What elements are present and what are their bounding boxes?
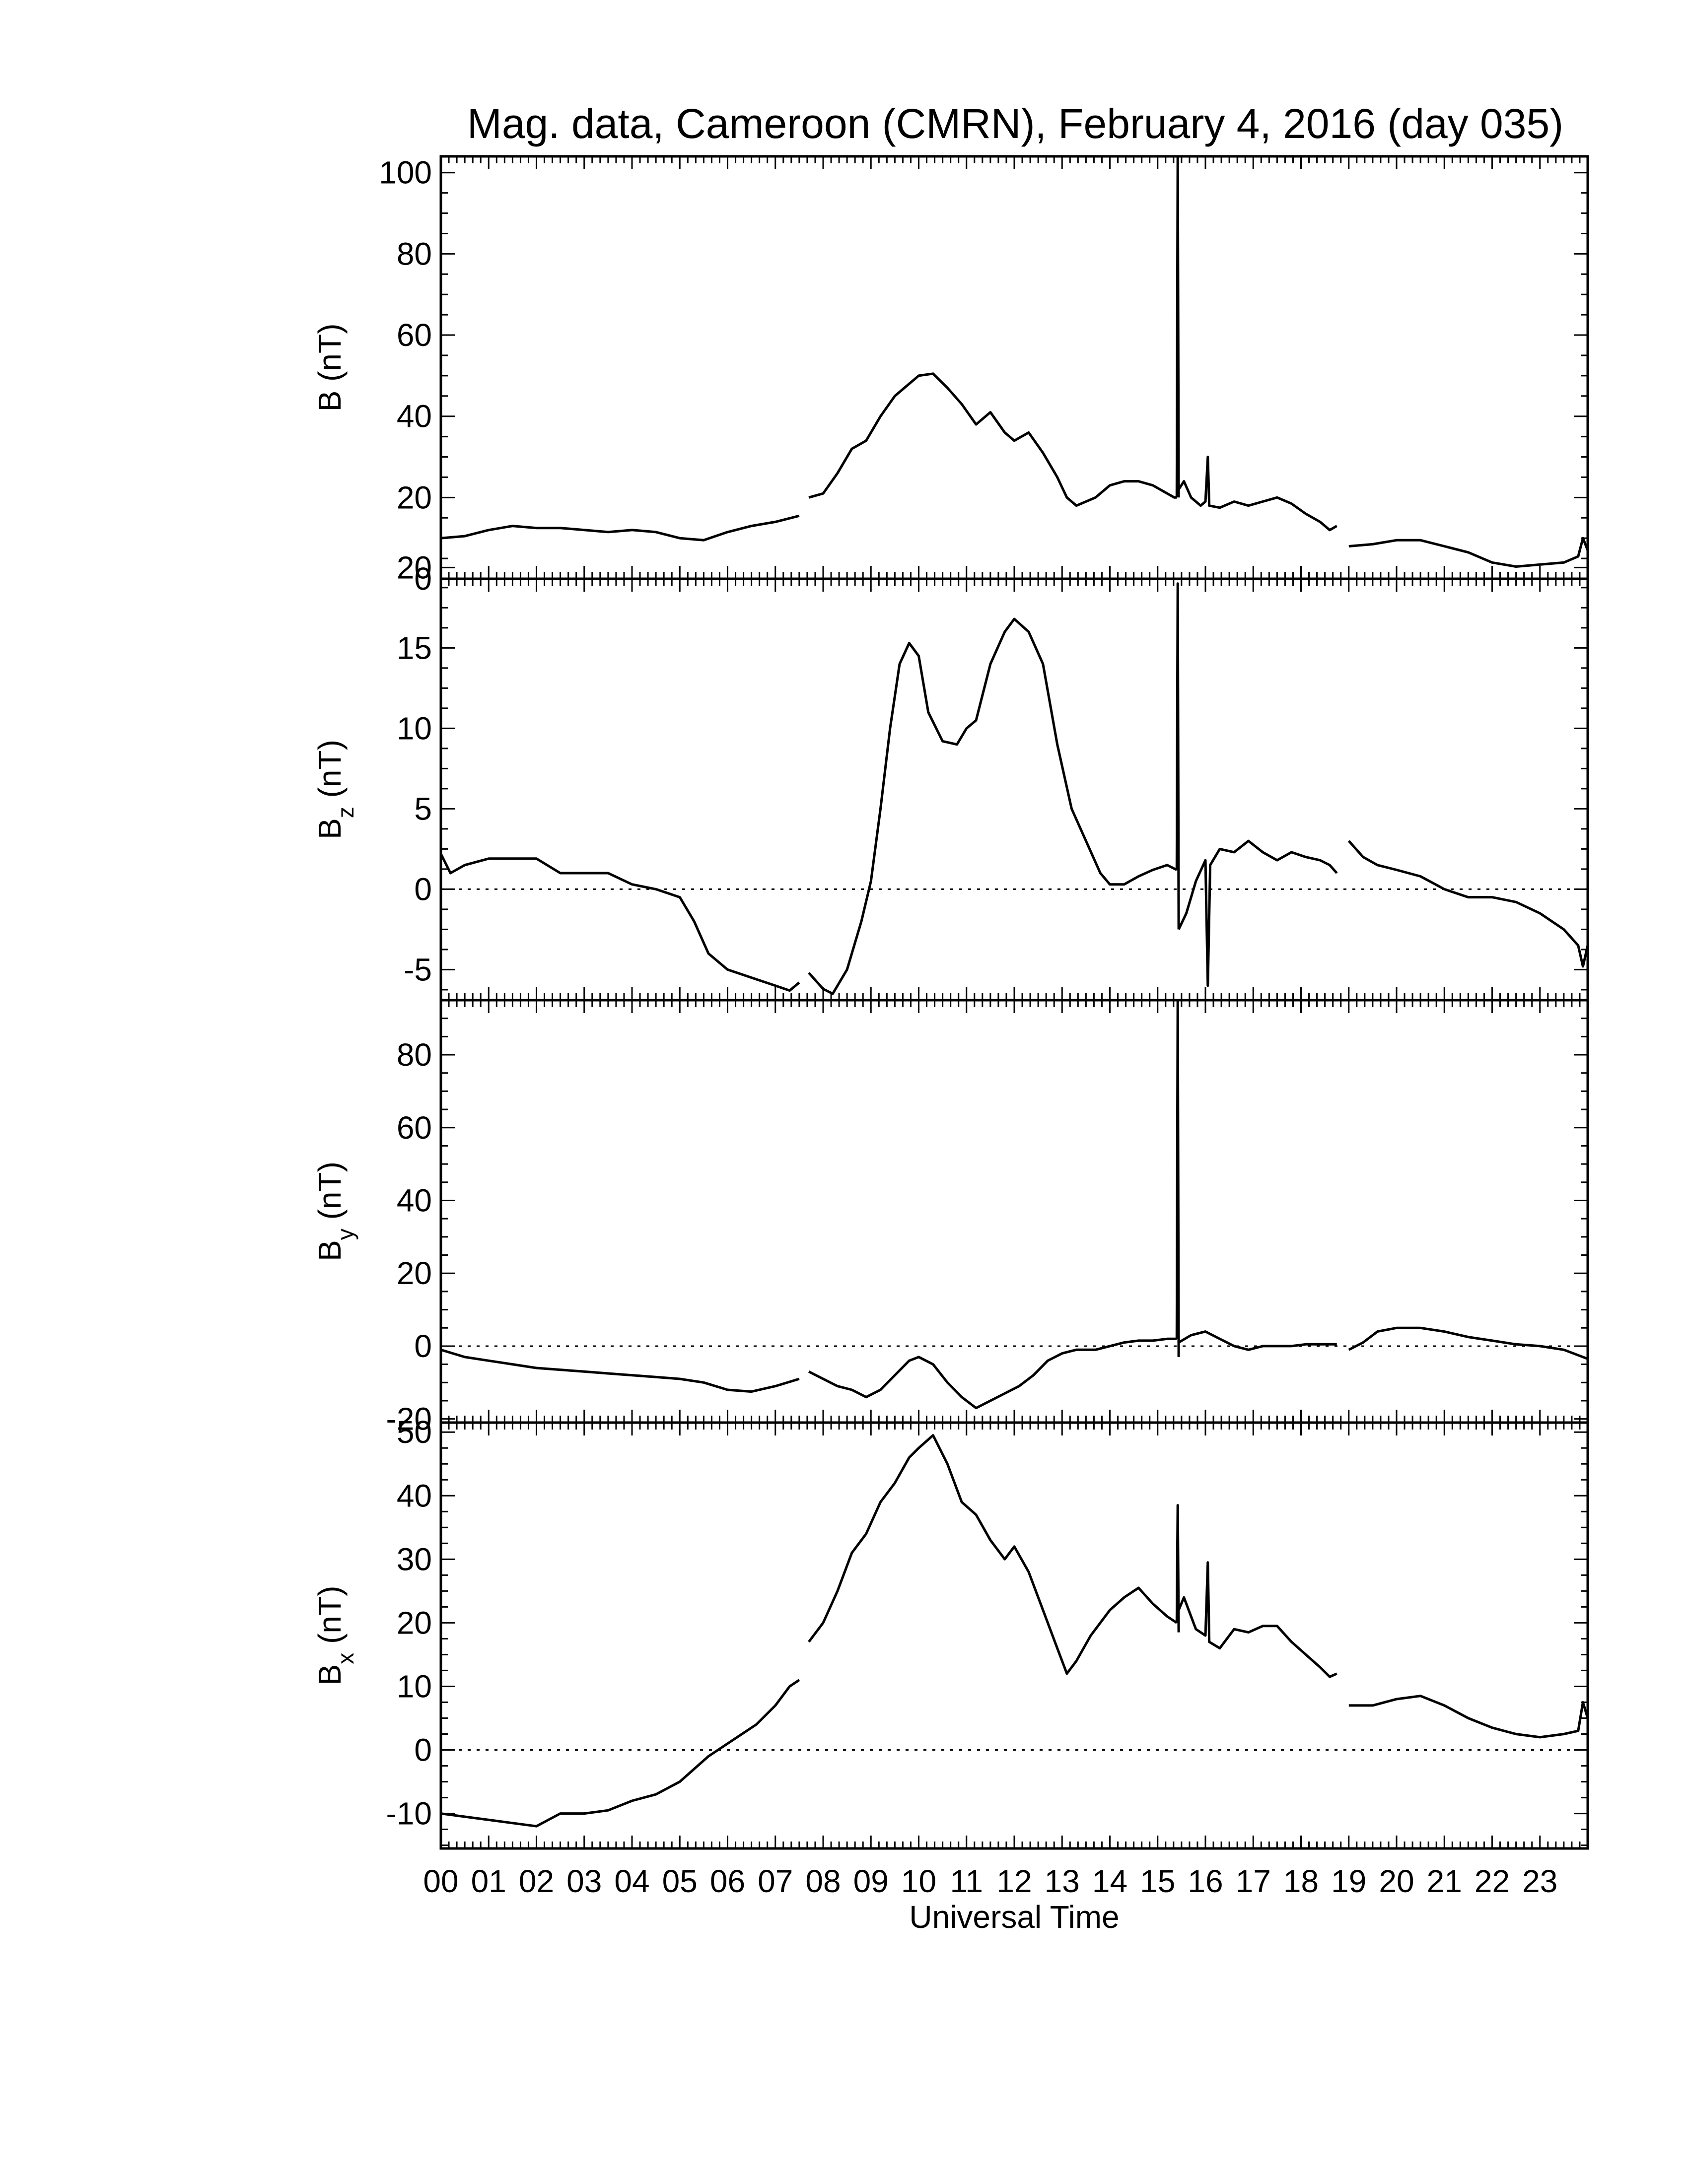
x-tick-label: 04: [614, 1863, 649, 1899]
x-tick-label: 03: [566, 1863, 602, 1899]
data-trace: [439, 853, 800, 992]
y-tick-label: 50: [397, 1414, 432, 1450]
y-axis-label: B (nT): [312, 324, 348, 412]
y-tick-label: -10: [386, 1796, 432, 1832]
y-tick-label: 10: [397, 710, 432, 746]
data-trace: [808, 617, 1178, 995]
data-trace: [1348, 1695, 1589, 1739]
x-tick-label: 12: [996, 1863, 1032, 1899]
data-trace: [1348, 1326, 1588, 1360]
y-tick-label: 15: [397, 630, 432, 666]
x-tick-label: 23: [1522, 1863, 1557, 1899]
panel-frame: [439, 577, 1589, 1002]
y-tick-label: 40: [397, 1182, 432, 1218]
y-tick-label: 40: [397, 399, 432, 434]
y-tick-label: 80: [397, 236, 432, 272]
y-tick-label: 0: [414, 1328, 432, 1364]
data-trace: [1175, 1504, 1180, 1633]
y-tick-label: 20: [397, 1605, 432, 1640]
panel-By: -20 0 20 40 60 80 By (nT): [312, 999, 1589, 1437]
panel-Bz: -5 0 5 10 15 20 Bz (nT): [312, 549, 1589, 1002]
y-tick-label: 60: [397, 1110, 432, 1146]
data-trace: [1175, 582, 1180, 930]
data-trace: [808, 1337, 1177, 1410]
data-trace: [1178, 1330, 1337, 1351]
y-tick-label: 30: [397, 1541, 432, 1577]
data-trace: [1177, 1561, 1337, 1678]
x-tick-label: 10: [901, 1863, 936, 1899]
x-tick-label: 14: [1092, 1863, 1127, 1899]
y-axis-label: By (nT): [312, 1161, 358, 1261]
y-tick-label: 100: [379, 155, 432, 191]
data-trace: [1178, 456, 1337, 532]
x-tick-label: 13: [1045, 1863, 1080, 1899]
panel-frame: [439, 1421, 1589, 1850]
data-trace: [440, 1348, 800, 1393]
x-tick-label: 15: [1140, 1863, 1175, 1899]
data-trace: [1177, 839, 1338, 987]
y-tick-label: -20: [386, 1401, 432, 1437]
data-trace: [1348, 537, 1589, 568]
chart-title: Mag. data, Cameroon (CMRN), February 4, …: [467, 100, 1563, 147]
x-tick-label: 08: [805, 1863, 841, 1899]
y-tick-label: 20: [397, 479, 432, 515]
x-tick-label: 07: [758, 1863, 793, 1899]
y-tick-label: 80: [397, 1037, 432, 1073]
panel-frame: [439, 155, 1589, 580]
x-tick-label: 01: [471, 1863, 506, 1899]
data-trace: [440, 514, 800, 542]
data-trace: [1175, 155, 1180, 498]
x-tick-label: 20: [1379, 1863, 1414, 1899]
y-tick-label: 20: [397, 549, 432, 585]
y-tick-label: 0: [414, 1732, 432, 1768]
x-tick-label: 19: [1331, 1863, 1366, 1899]
x-tick-label: 21: [1427, 1863, 1462, 1899]
x-tick-label: 22: [1475, 1863, 1510, 1899]
y-tick-label: 10: [397, 1668, 432, 1704]
x-tick-label: 02: [519, 1863, 554, 1899]
data-trace: [1175, 999, 1180, 1357]
data-trace: [1347, 840, 1589, 968]
x-tick-label: 18: [1283, 1863, 1319, 1899]
data-trace: [440, 1679, 800, 1828]
x-axis-label: Universal Time: [909, 1899, 1119, 1935]
data-trace: [808, 1434, 1178, 1675]
x-tick-label: 16: [1188, 1863, 1223, 1899]
y-tick-label: 40: [397, 1478, 432, 1513]
y-tick-label: 0: [414, 871, 432, 907]
x-tick-label: 17: [1236, 1863, 1271, 1899]
y-axis-label: Bz (nT): [312, 740, 358, 839]
y-tick-label: 5: [414, 791, 432, 826]
y-tick-label: 20: [397, 1255, 432, 1291]
x-tick-label: 06: [710, 1863, 745, 1899]
x-tick-label: 09: [853, 1863, 889, 1899]
y-tick-label: -5: [404, 952, 432, 987]
data-trace: [808, 372, 1177, 507]
x-tick-label: 05: [662, 1863, 698, 1899]
x-tick-label: 11: [950, 1863, 983, 1899]
y-tick-label: 60: [397, 317, 432, 353]
y-axis-label: Bx (nT): [312, 1586, 358, 1686]
x-tick-label: 00: [423, 1863, 458, 1899]
y-tick-label: 0: [414, 561, 432, 597]
panel-frame: [439, 999, 1589, 1424]
panel-Bx: -10 0 10 20 30 40 50 Bx (nT) 00 01 02 03 04 05 06 07 08 0…: [312, 1414, 1589, 1935]
